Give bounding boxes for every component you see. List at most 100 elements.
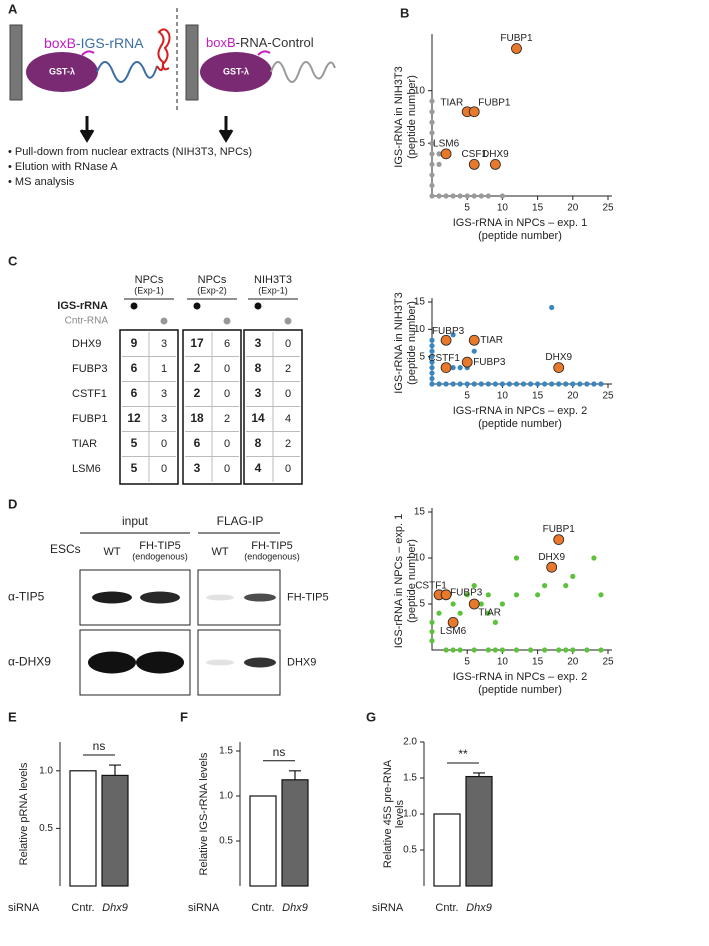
column-header: NPCs bbox=[135, 274, 164, 286]
hairpin bbox=[156, 28, 171, 72]
cell: 0 bbox=[285, 388, 291, 400]
y-axis-label: Relative 45S pre-RNA bbox=[382, 759, 394, 868]
data-point bbox=[563, 381, 569, 387]
x-tick-label: Cntr. bbox=[435, 902, 458, 914]
data-point bbox=[598, 381, 604, 387]
condition-dot bbox=[284, 317, 292, 325]
x-axis-label: siRNA bbox=[188, 902, 220, 914]
data-point bbox=[464, 381, 470, 387]
x-axis-label: IGS-rRNA in NPCs – exp. 2 bbox=[453, 671, 588, 683]
lane-label: WT bbox=[211, 546, 228, 558]
data-point bbox=[527, 647, 534, 653]
x-tick-label: 5 bbox=[464, 657, 470, 668]
data-point bbox=[542, 647, 548, 653]
y-tick-label: 0.5 bbox=[39, 823, 53, 834]
x-tick-label: 25 bbox=[602, 203, 614, 214]
x-tick-label: 10 bbox=[497, 203, 509, 214]
y-axis-label: IGS-rRNA in NIH3T3 bbox=[393, 292, 405, 393]
data-point bbox=[461, 356, 473, 368]
data-point bbox=[471, 647, 477, 653]
cell: 3 bbox=[161, 388, 167, 400]
data-point bbox=[591, 381, 597, 387]
data-point bbox=[429, 182, 435, 189]
x-axis-label: siRNA bbox=[372, 902, 404, 914]
boxb bbox=[257, 50, 271, 56]
data-point bbox=[577, 381, 583, 387]
point-label: LSM6 bbox=[440, 626, 467, 637]
significance-label: ns bbox=[93, 739, 106, 753]
data-point bbox=[553, 362, 565, 374]
y-axis-label: (peptide number) bbox=[406, 539, 418, 623]
igs-rrna bbox=[96, 61, 158, 83]
table-box bbox=[182, 329, 242, 485]
y-tick-label: 10 bbox=[414, 85, 426, 96]
boxb bbox=[81, 50, 95, 56]
data-point bbox=[429, 119, 435, 125]
cell: 4 bbox=[285, 413, 291, 425]
y-tick-label: 15 bbox=[414, 297, 426, 308]
data-point bbox=[499, 647, 505, 653]
band bbox=[136, 651, 184, 674]
condition-dot bbox=[223, 317, 231, 325]
data-point bbox=[591, 555, 597, 561]
arrow bbox=[218, 116, 234, 143]
rna-label: -IGS-rRNA bbox=[76, 35, 144, 51]
cell: 2 bbox=[194, 386, 201, 400]
y-tick-label: 5 bbox=[419, 599, 425, 610]
point-label: FUBP3 bbox=[432, 326, 465, 337]
cell: 6 bbox=[131, 386, 138, 400]
significance-label: ** bbox=[458, 747, 468, 761]
x-tick-label: 10 bbox=[497, 391, 509, 402]
data-point bbox=[429, 109, 435, 115]
cell: 3 bbox=[194, 461, 201, 475]
condition-label: IGS-rRNA bbox=[57, 300, 108, 312]
cell: 0 bbox=[161, 438, 167, 450]
data-point bbox=[485, 610, 491, 616]
cell: 2 bbox=[224, 413, 230, 425]
data-point bbox=[429, 337, 435, 343]
cell: 1 bbox=[161, 363, 167, 375]
rna-label: -RNA-Control bbox=[236, 35, 314, 50]
data-point bbox=[468, 598, 480, 610]
y-tick-label: 1.0 bbox=[39, 765, 53, 776]
antibody-label: α-DHX9 bbox=[8, 655, 51, 669]
x-tick-label: 20 bbox=[567, 203, 579, 214]
data-point bbox=[549, 381, 555, 387]
boxb-label: boxB bbox=[44, 35, 76, 51]
cell: 6 bbox=[224, 338, 230, 350]
y-tick-label: 15 bbox=[414, 507, 426, 518]
cell: 3 bbox=[161, 413, 167, 425]
data-point bbox=[499, 193, 505, 199]
cell: 5 bbox=[131, 461, 138, 475]
data-point bbox=[464, 592, 470, 598]
column-header: (Exp-2) bbox=[197, 285, 227, 295]
cell: 0 bbox=[224, 438, 230, 450]
x-tick-label: 10 bbox=[497, 657, 509, 668]
cell: 2 bbox=[285, 438, 291, 450]
row-label: LSM6 bbox=[72, 463, 101, 475]
data-point bbox=[478, 381, 484, 387]
data-point bbox=[450, 365, 456, 371]
lane-label: FH-TIP5 bbox=[251, 540, 293, 552]
data-point bbox=[598, 592, 604, 598]
cell: 17 bbox=[190, 336, 204, 350]
data-point bbox=[489, 158, 501, 170]
data-point bbox=[447, 617, 459, 628]
row-label: FUBP1 bbox=[72, 413, 107, 425]
point-label: CSTF1 bbox=[428, 353, 460, 364]
cell: 12 bbox=[127, 411, 141, 425]
data-point bbox=[468, 158, 480, 170]
data-point bbox=[513, 592, 520, 598]
x-tick-label: 25 bbox=[602, 391, 614, 402]
point-label: FUBP3 bbox=[450, 587, 483, 598]
x-tick-label: Dhx9 bbox=[282, 902, 308, 914]
data-point bbox=[549, 304, 555, 311]
x-tick-label: 5 bbox=[464, 391, 470, 402]
row-label: DHX9 bbox=[72, 338, 101, 350]
data-point bbox=[584, 647, 590, 653]
band bbox=[92, 591, 132, 604]
data-point bbox=[436, 151, 442, 157]
x-tick-label: Dhx9 bbox=[102, 902, 128, 914]
bead bbox=[185, 24, 199, 101]
data-point bbox=[429, 343, 435, 349]
